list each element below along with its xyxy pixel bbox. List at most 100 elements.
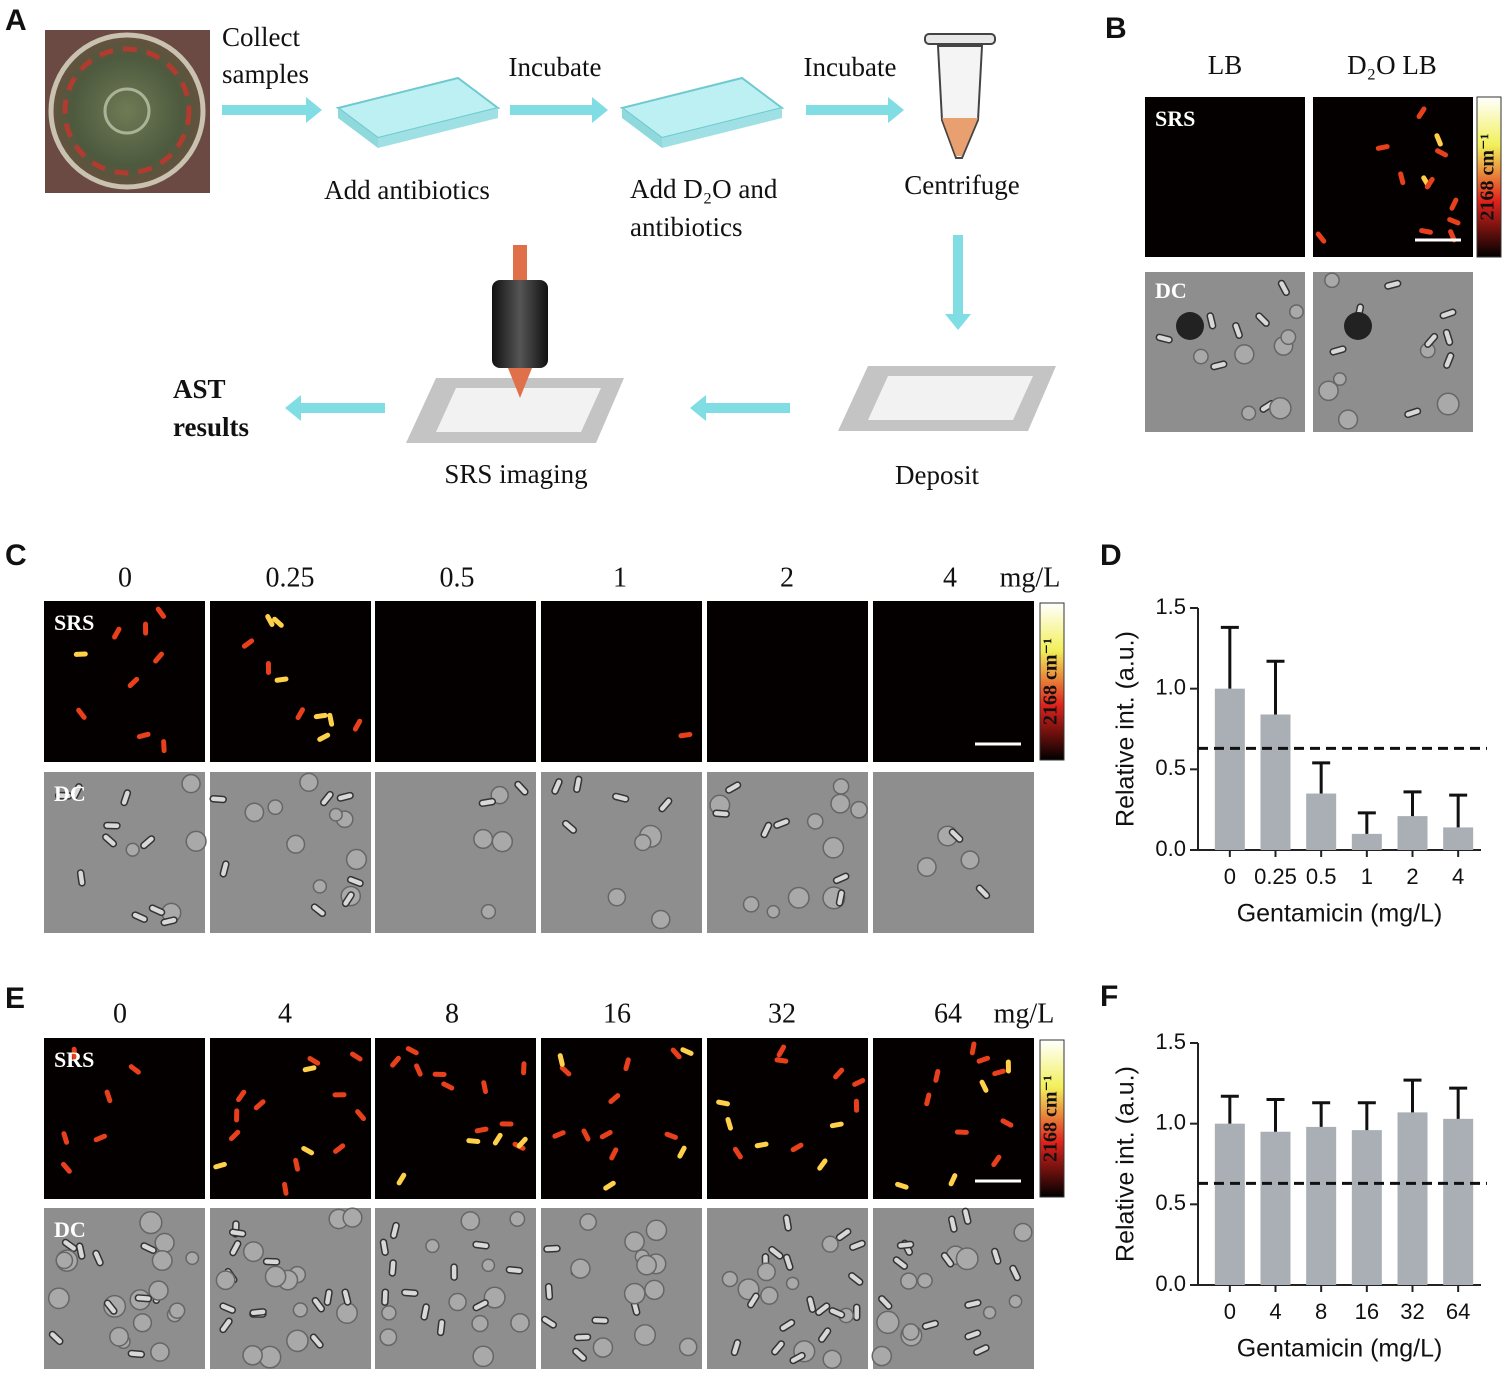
bacterium [1329,345,1347,356]
bacterium [940,1251,955,1268]
concentration-label: 0.5 [440,562,475,593]
bacterium-signal [895,1181,909,1190]
bacterium-signal [1447,217,1461,226]
bacterium [782,1253,794,1271]
srs-image [1145,97,1305,257]
bacterium [551,778,563,795]
bacterium-signal [1435,148,1449,158]
bacterium-signal [552,1130,566,1139]
well-plate-side [662,108,782,148]
y-tick-label: 1.5 [1155,1029,1186,1054]
bacterium [219,1317,233,1334]
bacterium-signal [143,621,149,636]
cell-blob [125,842,140,857]
dc-image [375,1208,536,1369]
bacterium-signal [396,1172,407,1186]
cell-blob [822,836,845,859]
concentration-label: 0.25 [266,562,315,593]
colorbar [1039,1039,1065,1198]
bacterium-signal [521,1061,527,1076]
concentration-label: 4 [278,998,292,1029]
error-bar [1449,793,1468,828]
bacterium-signal [670,1047,682,1060]
srs-image [1313,97,1473,257]
cell-blob [181,773,201,794]
bacterium-signal [1398,171,1406,186]
cell-blob [1324,272,1340,289]
y-axis-title: Relative int. (a.u.) [1112,631,1140,827]
error-bar [1403,790,1422,817]
bacterium [975,884,991,900]
error-bar [1357,1101,1376,1131]
srs-image [541,601,702,762]
cell-blob [425,1238,440,1254]
bacterium [541,1315,557,1329]
cell-blob [982,1305,997,1320]
bacterium [346,875,364,888]
srs-image [375,1038,536,1199]
arrow-head [945,314,971,330]
bacterium-signal [153,651,164,664]
bacterium [1442,328,1454,346]
error-bar [1449,1086,1468,1119]
bacterium-signal [833,1067,845,1080]
bacterium [572,1347,588,1362]
bacterium-signal [557,1053,565,1067]
bacterium [320,790,334,807]
cell-blob [900,1272,918,1290]
x-tick-label: 32 [1400,1299,1424,1324]
cell-blob [139,1210,163,1235]
bacterium [849,1239,866,1251]
bacterium [991,1247,1002,1265]
cell-blob [760,1286,779,1305]
cell-blob [1241,405,1257,421]
bacterium-signal [228,1129,241,1142]
objective-body [492,280,548,368]
cell-blob [1013,1222,1033,1242]
bacterium [472,1240,490,1250]
cell-blob [1288,304,1304,320]
bacterium-signal [213,1161,227,1170]
bacterium [76,869,86,887]
bacterium-signal [1434,133,1443,147]
bacterium-signal [716,1099,730,1107]
cell-blob [379,1328,398,1347]
bacterium [896,1240,915,1250]
bacterium [543,1244,561,1253]
error-bar [1220,625,1239,689]
bacterium [1277,279,1290,297]
cell-blob [592,1337,614,1358]
bacterium-signal [948,1173,958,1187]
bacterium [835,889,846,907]
bar [1214,1123,1245,1285]
cell-blob [185,1251,200,1266]
bacterium [921,1319,939,1330]
cell-blob [47,1287,70,1310]
y-tick-label: 0.5 [1155,1190,1186,1215]
cell-blob [1436,392,1460,416]
cell-blob [806,813,824,830]
bacterium-signal [127,676,140,689]
bacterium [1232,322,1243,339]
y-axis-title: Relative int. (a.u.) [1112,1066,1140,1262]
cell-blob [871,1345,893,1367]
step-label: SRS imaging [444,459,587,489]
bacterium-signal [332,1092,347,1098]
column-label: LB [1208,50,1243,80]
cell-blob [336,1302,358,1325]
cell-blob [292,1302,308,1318]
bacterium [388,1259,397,1277]
step-label: Incubate [804,52,897,82]
bacterium [1206,312,1217,330]
bacterium [771,1340,785,1356]
cell-blob [678,1337,698,1357]
x-tick-label: 2 [1406,864,1418,889]
unit-label: mg/L [1000,562,1061,593]
bacterium-signal [317,732,331,742]
bacterium-signal [608,1093,621,1105]
cell-blob [876,1310,900,1335]
dc-image [873,1208,1034,1369]
x-tick-label: 4 [1452,864,1464,889]
bacterium [591,1316,609,1325]
cell-blob [1337,409,1359,430]
